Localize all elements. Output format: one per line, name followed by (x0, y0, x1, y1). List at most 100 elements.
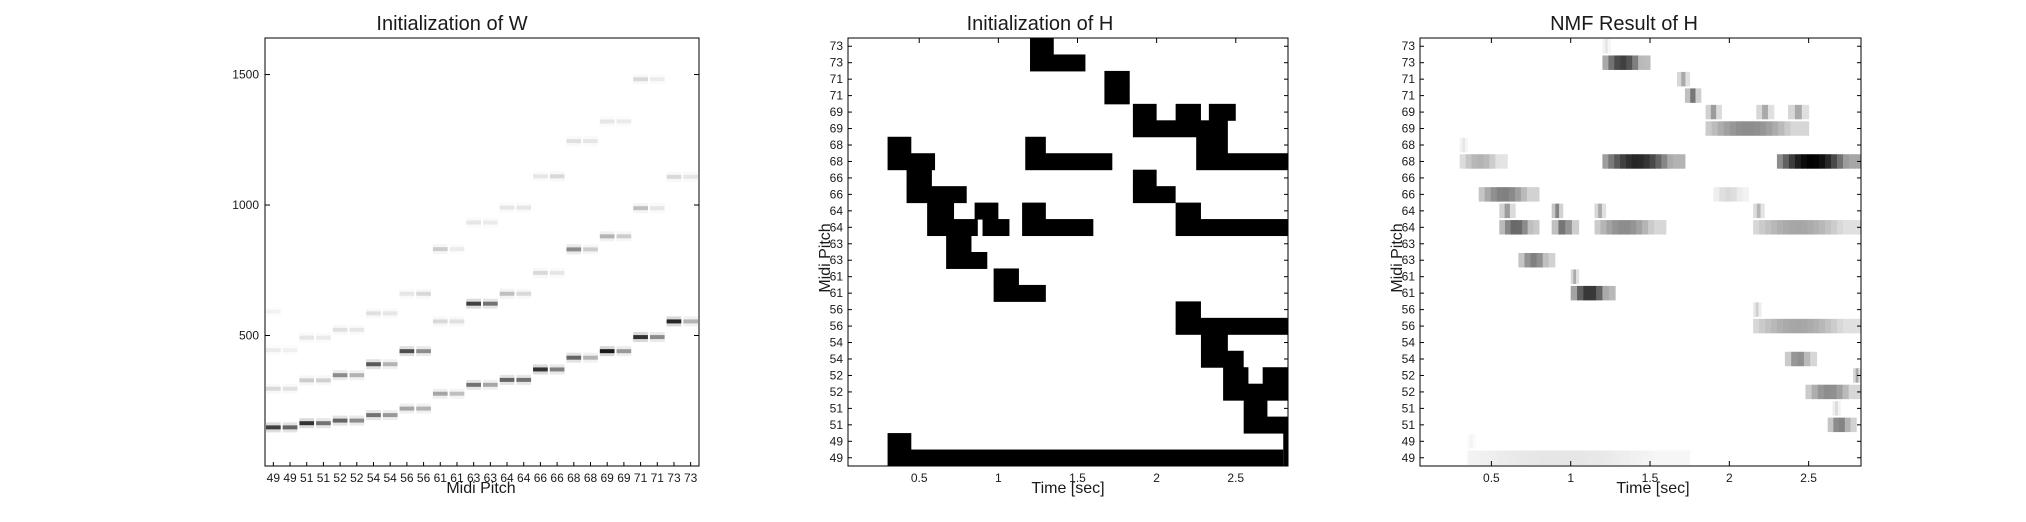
nmf-activation-cell (1831, 220, 1838, 235)
nmf-activation-cell (1736, 187, 1744, 202)
nmf-activation-cell (1530, 253, 1538, 268)
nmf-activation-cell (1520, 187, 1528, 202)
nmf-activation-cell (1771, 318, 1778, 334)
nmf-activation-cell (1818, 154, 1826, 169)
panel-nmf-xlabel: Time [sec] (1616, 480, 1689, 497)
w-x-tick-label: 71 (651, 471, 665, 485)
nmf-activation-cell (1805, 384, 1813, 400)
nmf-activation-cell (1806, 154, 1814, 169)
h-y-tick-label: 66 (830, 171, 844, 185)
w-peak-bin (616, 234, 632, 239)
nmf-activation-cell (1490, 187, 1498, 202)
nmf-activation-cell (1716, 104, 1722, 120)
nmf-activation-cell (1496, 187, 1504, 202)
w-x-tick-label: 51 (317, 471, 331, 485)
nmf-activation-cell (1631, 154, 1639, 169)
nmf-activation-cell (1681, 71, 1686, 87)
nmf-activation-cell (1788, 104, 1796, 120)
h-activation-block (1132, 186, 1176, 204)
nmf-activation-cell (1473, 450, 1481, 465)
h-y-tick-label: 61 (830, 286, 844, 300)
w-x-tick-label: 66 (550, 471, 564, 485)
h-x-tick-label: 2 (1153, 471, 1160, 485)
h-activation-block (887, 433, 912, 451)
nmf-activation-cell (1501, 154, 1508, 169)
h-frame (847, 37, 1289, 467)
nmf-y-tick-label: 66 (1402, 187, 1416, 201)
h-y-tick-label: 66 (830, 187, 844, 201)
nmf-activation-cell (1570, 269, 1574, 284)
nmf-activation-cell (1614, 55, 1621, 70)
nmf-activation-cell (1497, 450, 1505, 465)
w-peak-bin (266, 425, 281, 430)
w-peak-bin (499, 377, 515, 382)
nmf-activation-cell (1607, 39, 1611, 54)
nmf-activation-cell (1842, 154, 1850, 169)
w-peak-bin (382, 362, 398, 367)
nmf-activation-cell (1477, 154, 1484, 169)
nmf-activation-cell (1690, 88, 1696, 103)
w-peak-bin (449, 247, 465, 252)
nmf-activation-cell (1796, 121, 1804, 136)
nmf-activation-cell (1683, 450, 1691, 465)
nmf-activation-cell (1575, 269, 1580, 284)
h-y-tick-label: 68 (830, 154, 844, 168)
nmf-y-tick-label: 68 (1402, 154, 1416, 168)
w-peak-bin (616, 119, 632, 124)
nmf-activation-cell (1569, 450, 1577, 465)
w-peak-bin (583, 139, 598, 144)
nmf-y-tick-label: 61 (1402, 286, 1416, 300)
nmf-activation-cell (1741, 121, 1749, 136)
nmf-activation-cell (1835, 401, 1839, 416)
nmf-activation-cell (1491, 450, 1499, 465)
nmf-activation-cell (1789, 220, 1796, 235)
w-x-tick-label: 52 (350, 471, 364, 485)
nmf-activation-cell (1632, 55, 1639, 70)
nmf-activation-cell (1589, 285, 1597, 301)
nmf-activation-cell (1830, 384, 1837, 400)
h-activation-block (1196, 153, 1288, 171)
w-peak-bin (282, 386, 298, 391)
nmf-activation-cell (1635, 450, 1643, 465)
nmf-activation-cell (1643, 154, 1651, 169)
nmf-y-tick-label: 73 (1402, 39, 1416, 53)
w-peak-bin (599, 119, 615, 124)
nmf-activation-cell (1788, 154, 1796, 169)
h-y-tick-label: 68 (830, 138, 844, 152)
w-frame (264, 37, 700, 467)
h-y-tick-label: 51 (830, 401, 844, 415)
nmf-activation-cell (1641, 450, 1649, 465)
nmf-activation-cell (1784, 121, 1791, 136)
w-peak-bin (533, 367, 548, 372)
nmf-activation-cell (1602, 39, 1606, 54)
h-y-tick-label: 73 (830, 56, 844, 70)
nmf-activation-cell (1536, 253, 1544, 268)
nmf-activation-cell (1729, 121, 1737, 136)
nmf-y-tick-label: 56 (1402, 319, 1416, 333)
nmf-activation-cell (1516, 220, 1523, 235)
nmf-activation-cell (1723, 121, 1731, 136)
nmf-y-tick-label: 51 (1402, 401, 1416, 415)
w-x-tick-label: 64 (500, 471, 514, 485)
nmf-activation-cell (1771, 220, 1778, 235)
h-activation-block (1132, 120, 1228, 138)
nmf-activation-cell (1638, 55, 1645, 70)
nmf-y-tick-label: 54 (1402, 352, 1416, 366)
nmf-y-tick-label: 69 (1402, 105, 1416, 119)
nmf-activation-cell (1717, 121, 1725, 136)
nmf-activation-cell (1625, 154, 1633, 169)
nmf-activation-cell (1612, 220, 1619, 235)
nmf-activation-cell (1673, 154, 1680, 169)
nmf-activation-cell (1551, 450, 1559, 465)
nmf-activation-cell (1836, 154, 1844, 169)
nmf-activation-cell (1551, 220, 1559, 235)
w-peak-bin (449, 391, 465, 396)
h-y-tick-label: 73 (830, 39, 844, 53)
w-peak-bin (282, 425, 298, 430)
nmf-activation-cell (1653, 450, 1661, 465)
nmf-activation-cell (1629, 450, 1637, 465)
nmf-activation-cell (1472, 434, 1477, 449)
h-activation-block (927, 219, 978, 237)
w-peak-bin (683, 319, 698, 324)
